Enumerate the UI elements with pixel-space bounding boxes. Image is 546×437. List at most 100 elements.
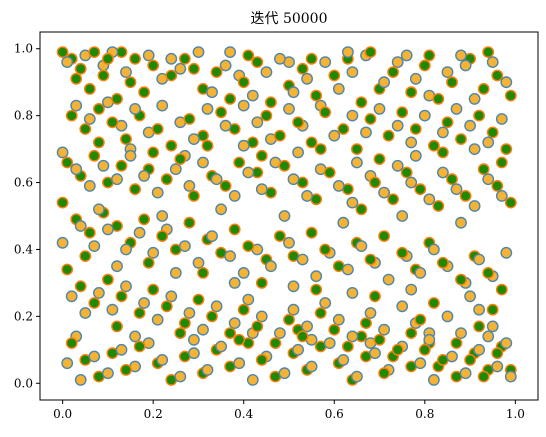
- scatter-point-green: [491, 347, 504, 360]
- y-tick-label: 0.0: [14, 376, 33, 390]
- scatter-point-orange: [450, 103, 463, 115]
- scatter-point-orange: [178, 240, 191, 253]
- scatter-point-green: [305, 136, 318, 149]
- scatter-point-orange: [391, 159, 404, 172]
- scatter-point-green: [165, 139, 178, 152]
- scatter-point-green: [260, 109, 273, 122]
- scatter-point-green: [83, 83, 96, 95]
- scatter-point-orange: [156, 210, 169, 222]
- scatter-point-orange: [111, 260, 123, 273]
- scatter-point-green: [504, 89, 517, 102]
- scatter-point-orange: [169, 266, 182, 279]
- scatter-point-orange: [346, 109, 359, 122]
- scatter-point-orange: [138, 169, 151, 182]
- scatter-point-orange: [169, 163, 182, 176]
- scatter-point-orange: [459, 59, 472, 72]
- scatter-point-green: [192, 293, 205, 306]
- scatter-point-orange: [391, 56, 404, 68]
- scatter-point-orange: [464, 290, 476, 303]
- scatter-point-orange: [120, 243, 132, 256]
- scatter-point-green: [187, 62, 200, 75]
- scatter-point-green: [391, 343, 404, 356]
- scatter-point-green: [88, 297, 101, 309]
- scatter-point-green: [427, 297, 440, 309]
- scatter-point-orange: [405, 136, 418, 149]
- scatter-point-green: [156, 230, 169, 243]
- scatter-point-green: [477, 163, 490, 176]
- scatter-point-orange: [414, 357, 427, 370]
- scatter-point-orange: [378, 186, 390, 199]
- scatter-point-green: [373, 333, 386, 346]
- scatter-point-orange: [396, 210, 409, 222]
- scatter-point-orange: [491, 360, 504, 373]
- scatter-point-green: [219, 179, 232, 192]
- scatter-point-green: [400, 166, 413, 179]
- scatter-point-orange: [273, 52, 286, 65]
- scatter-point-orange: [215, 340, 228, 353]
- scatter-point-green: [264, 96, 277, 109]
- y-tick-label: 0.6: [14, 176, 33, 190]
- scatter-point-orange: [409, 149, 422, 162]
- scatter-point-green: [491, 69, 504, 82]
- scatter-point-orange: [224, 46, 237, 58]
- scatter-point-orange: [301, 72, 313, 85]
- y-axis: 0.0 0.2 0.4 0.6 0.8 1.0: [14, 42, 40, 390]
- scatter-point-orange: [197, 323, 209, 336]
- scatter-point-orange: [287, 86, 300, 99]
- scatter-point-green: [364, 113, 377, 125]
- scatter-point-green: [255, 276, 268, 289]
- scatter-point-orange: [396, 300, 409, 313]
- scatter-point-green: [319, 243, 332, 256]
- scatter-point-orange: [210, 300, 223, 313]
- scatter-point-green: [296, 62, 309, 75]
- scatter-point-orange: [228, 276, 241, 289]
- scatter-point-green: [242, 240, 255, 253]
- scatter-point-orange: [455, 327, 467, 339]
- y-tick-label: 0.8: [14, 109, 33, 123]
- scatter-point-orange: [504, 370, 517, 383]
- scatter-point-orange: [129, 330, 142, 343]
- scatter-point-orange: [418, 109, 431, 122]
- scatter-point-green: [83, 226, 96, 239]
- scatter-point-orange: [88, 350, 101, 363]
- scatter-point-orange: [310, 270, 323, 283]
- scatter-point-orange: [446, 350, 458, 363]
- scatter-point-green: [183, 216, 196, 229]
- scatter-point-green: [79, 123, 92, 135]
- scatter-point-green: [305, 52, 318, 65]
- scatter-point-green: [255, 353, 268, 366]
- scatter-point-orange: [292, 343, 304, 356]
- scatter-point-orange: [273, 327, 286, 339]
- scatter-point-orange: [500, 337, 513, 349]
- scatter-point-orange: [287, 173, 300, 186]
- x-tick-label: 0.6: [325, 407, 344, 421]
- scatter-point-orange: [79, 307, 92, 319]
- scatter-point-green: [88, 149, 101, 162]
- scatter-point-green: [138, 86, 151, 99]
- scatter-point-green: [337, 123, 350, 135]
- scatter-point-orange: [187, 347, 200, 360]
- scatter-point-orange: [106, 303, 119, 316]
- scatter-point-green: [436, 256, 449, 269]
- scatter-point-green: [491, 179, 504, 192]
- scatter-point-orange: [156, 99, 169, 112]
- scatter-point-green: [441, 116, 454, 129]
- scatter-point-orange: [61, 56, 74, 68]
- scatter-point-orange: [260, 66, 273, 79]
- scatter-point-green: [310, 283, 323, 296]
- scatter-point-green: [387, 193, 399, 206]
- scatter-point-green: [446, 173, 458, 186]
- scatter-point-green: [382, 129, 395, 142]
- x-tick-label: 1.0: [506, 407, 525, 421]
- scatter-point-orange: [151, 313, 164, 326]
- scatter-point-green: [418, 343, 431, 356]
- scatter-point-orange: [427, 243, 440, 256]
- scatter-point-green: [206, 310, 218, 323]
- scatter-point-green: [446, 76, 458, 89]
- scatter-point-orange: [124, 149, 137, 162]
- scatter-point-orange: [187, 333, 200, 346]
- scatter-point-green: [65, 109, 78, 122]
- scatter-point-orange: [187, 133, 200, 146]
- scatter-point-orange: [500, 76, 513, 89]
